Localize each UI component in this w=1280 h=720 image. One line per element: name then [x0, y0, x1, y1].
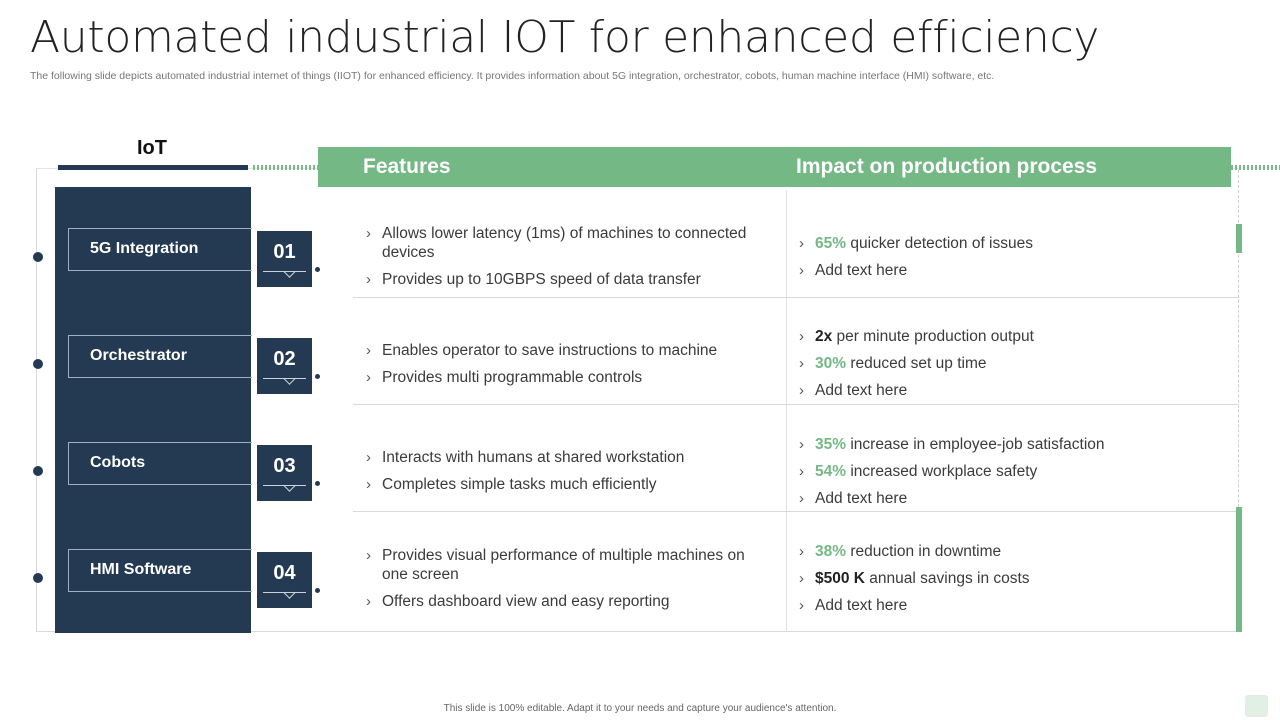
accent-bar-bottom: [1236, 507, 1242, 632]
impact-item: 54% increased workplace safety: [797, 462, 1227, 481]
feature-item: Allows lower latency (1ms) of machines t…: [364, 224, 774, 262]
impact-highlight: 30%: [815, 355, 847, 372]
number-underline: [263, 592, 306, 593]
feature-item: Offers dashboard view and easy reporting: [364, 592, 774, 611]
row-category-label: Cobots: [68, 442, 252, 485]
impact-item: 65% quicker detection of issues: [797, 234, 1227, 253]
number-underline: [263, 485, 306, 486]
feature-item: Provides visual performance of multiple …: [364, 546, 774, 584]
impact-list: 35% increase in employee-job satisfactio…: [797, 435, 1227, 516]
row-category-label: 5G Integration: [68, 228, 252, 271]
features-header: Features: [363, 155, 451, 178]
row-divider: [353, 511, 1238, 512]
impact-item: 35% increase in employee-job satisfactio…: [797, 435, 1227, 454]
dashed-connector-right: [1231, 165, 1280, 170]
timeline-dot: [33, 359, 43, 369]
impact-list: 38% reduction in downtime $500 K annual s…: [797, 542, 1227, 623]
slide-subtitle: The following slide depicts automated in…: [30, 70, 995, 82]
row-number-box: 04: [257, 552, 312, 608]
timeline-dot: [33, 252, 43, 262]
features-list: Enables operator to save instructions to…: [364, 341, 774, 395]
impact-text: Add text here: [815, 262, 908, 279]
impact-list: 65% quicker detection of issues Add text …: [797, 234, 1227, 288]
connector-dot: [315, 374, 320, 379]
feature-item: Interacts with humans at shared workstat…: [364, 448, 774, 467]
impact-item: 30% reduced set up time: [797, 354, 1227, 373]
column-divider: [786, 190, 787, 632]
impact-text: Add text here: [815, 597, 908, 614]
impact-text: quicker detection of issues: [846, 235, 1033, 252]
corner-badge: [1245, 695, 1268, 717]
impact-text: increase in employee-job satisfaction: [846, 436, 1105, 453]
impact-item: 38% reduction in downtime: [797, 542, 1227, 561]
feature-item: Completes simple tasks much efficiently: [364, 475, 774, 494]
feature-item: Provides multi programmable controls: [364, 368, 774, 387]
row-category-label: HMI Software: [68, 549, 252, 592]
dashed-connector-left: [253, 165, 319, 170]
row-number: 03: [273, 455, 296, 477]
row-number-box: 01: [257, 231, 312, 287]
impact-text: Add text here: [815, 382, 908, 399]
row-number-box: 03: [257, 445, 312, 501]
row-number: 02: [273, 348, 296, 370]
impact-item: $500 K annual savings in costs: [797, 569, 1227, 588]
slide-title: Automated industrial IOT for enhanced ef…: [30, 12, 1100, 63]
connector-dot: [315, 267, 320, 272]
impact-text: increased workplace safety: [846, 463, 1038, 480]
impact-item: Add text here: [797, 489, 1227, 508]
row-number: 01: [273, 241, 296, 263]
table-header: Features Impact on production process: [318, 147, 1231, 187]
impact-header: Impact on production process: [796, 155, 1098, 178]
number-underline: [263, 378, 306, 379]
impact-text: per minute production output: [832, 328, 1034, 345]
category-panel: [55, 187, 251, 633]
number-underline: [263, 271, 306, 272]
impact-highlight: 54%: [815, 463, 847, 480]
chevron-down-icon: [283, 265, 296, 278]
features-list: Allows lower latency (1ms) of machines t…: [364, 224, 774, 297]
impact-list: 2x per minute production output 30% reduc…: [797, 327, 1227, 408]
connector-dot: [315, 481, 320, 486]
row-category-label: Orchestrator: [68, 335, 252, 378]
impact-highlight: 65%: [815, 235, 847, 252]
slide-footer: This slide is 100% editable. Adapt it to…: [443, 703, 837, 714]
impact-highlight: 38%: [815, 543, 847, 560]
row-number: 04: [273, 562, 296, 584]
chevron-down-icon: [283, 479, 296, 492]
timeline-dot: [33, 573, 43, 583]
feature-item: Provides up to 10GBPS speed of data tran…: [364, 270, 774, 289]
impact-highlight: $500 K: [815, 570, 865, 587]
features-list: Provides visual performance of multiple …: [364, 546, 774, 619]
row-number-box: 02: [257, 338, 312, 394]
impact-highlight: 35%: [815, 436, 847, 453]
impact-text: Add text here: [815, 490, 908, 507]
impact-highlight: 2x: [815, 328, 833, 345]
table-outline-right: [1238, 170, 1239, 632]
chevron-down-icon: [283, 586, 296, 599]
timeline-dot: [33, 466, 43, 476]
feature-item: Enables operator to save instructions to…: [364, 341, 774, 360]
connector-dot: [315, 588, 320, 593]
impact-text: reduced set up time: [846, 355, 987, 372]
row-divider: [353, 404, 1238, 405]
impact-text: annual savings in costs: [864, 570, 1030, 587]
impact-item: Add text here: [797, 596, 1227, 615]
impact-item: 2x per minute production output: [797, 327, 1227, 346]
impact-item: Add text here: [797, 381, 1227, 400]
chevron-down-icon: [283, 372, 296, 385]
iot-label: IoT: [137, 137, 167, 159]
impact-item: Add text here: [797, 261, 1227, 280]
accent-bar-top: [1236, 224, 1242, 253]
features-list: Interacts with humans at shared workstat…: [364, 448, 774, 502]
impact-text: reduction in downtime: [846, 543, 1002, 560]
row-divider: [353, 297, 1238, 298]
iot-underline: [58, 165, 248, 170]
